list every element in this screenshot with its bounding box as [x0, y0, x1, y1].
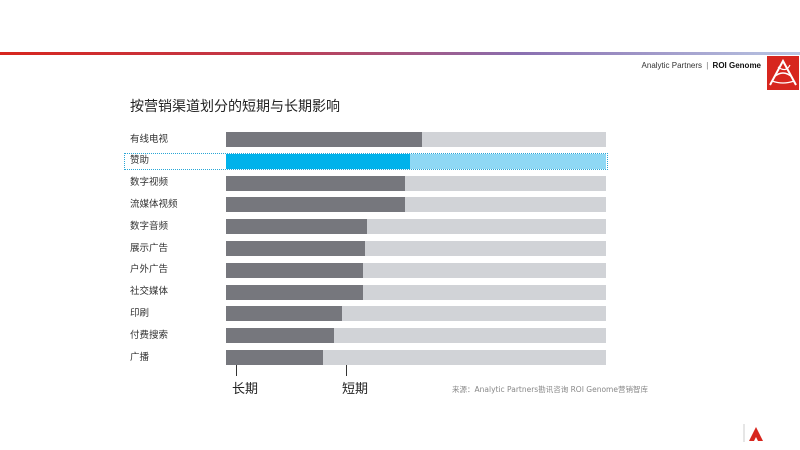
bar-long-term — [226, 350, 323, 365]
bar-short-term — [226, 197, 606, 213]
highlight-outline — [124, 152, 608, 170]
bar-long-term — [226, 328, 335, 344]
legend-tick — [236, 365, 237, 376]
category-label: 印刷 — [130, 307, 150, 319]
brand-company: Analytic Partners — [641, 61, 702, 70]
header-gradient-line — [0, 52, 800, 55]
analytic-partners-logo-icon — [743, 424, 763, 442]
chart-title: 按营销渠道划分的短期与长期影响 — [130, 99, 340, 115]
bar-short-term — [226, 132, 606, 147]
legend-label: 长期 — [232, 382, 259, 397]
bar-long-term — [226, 219, 367, 235]
bar-short-term — [226, 153, 606, 169]
category-label: 数字音频 — [130, 220, 169, 232]
bar-short-term — [226, 350, 606, 365]
bar-long-term — [226, 175, 405, 191]
bar-short-term — [226, 175, 606, 191]
bar-long-term — [226, 241, 365, 256]
bar-long-term — [226, 132, 422, 147]
legend-tick — [346, 365, 347, 376]
brand-text: Analytic Partners | ROI Genome — [580, 61, 761, 73]
bar-long-term — [226, 153, 411, 169]
legend-label: 短期 — [342, 382, 369, 397]
category-label: 数字视频 — [130, 177, 169, 189]
category-label: 户外广告 — [130, 264, 169, 276]
category-label: 广播 — [130, 351, 150, 363]
bar-short-term — [226, 262, 606, 278]
roi-genome-logo-icon — [767, 56, 799, 90]
bar-short-term — [226, 241, 606, 256]
category-label: 展示广告 — [130, 242, 169, 254]
bar-long-term — [226, 197, 405, 213]
category-label: 流媒体视频 — [130, 198, 178, 210]
bar-short-term — [226, 219, 606, 235]
bar-short-term — [226, 328, 606, 344]
category-label: 赞助 — [130, 155, 150, 167]
category-label: 社交媒体 — [130, 286, 169, 298]
bar-short-term — [226, 284, 606, 300]
brand-product: ROI Genome — [712, 61, 761, 70]
category-label: 付费搜索 — [130, 329, 169, 341]
chart-source: 来源：Analytic Partners勘讯咨询 ROI Genome营销智库 — [452, 385, 648, 394]
bar-long-term — [226, 262, 363, 278]
bar-long-term — [226, 306, 342, 322]
bar-long-term — [226, 284, 363, 300]
category-label: 有线电视 — [130, 133, 169, 145]
brand-separator: | — [706, 61, 709, 70]
bar-short-term — [226, 306, 606, 322]
